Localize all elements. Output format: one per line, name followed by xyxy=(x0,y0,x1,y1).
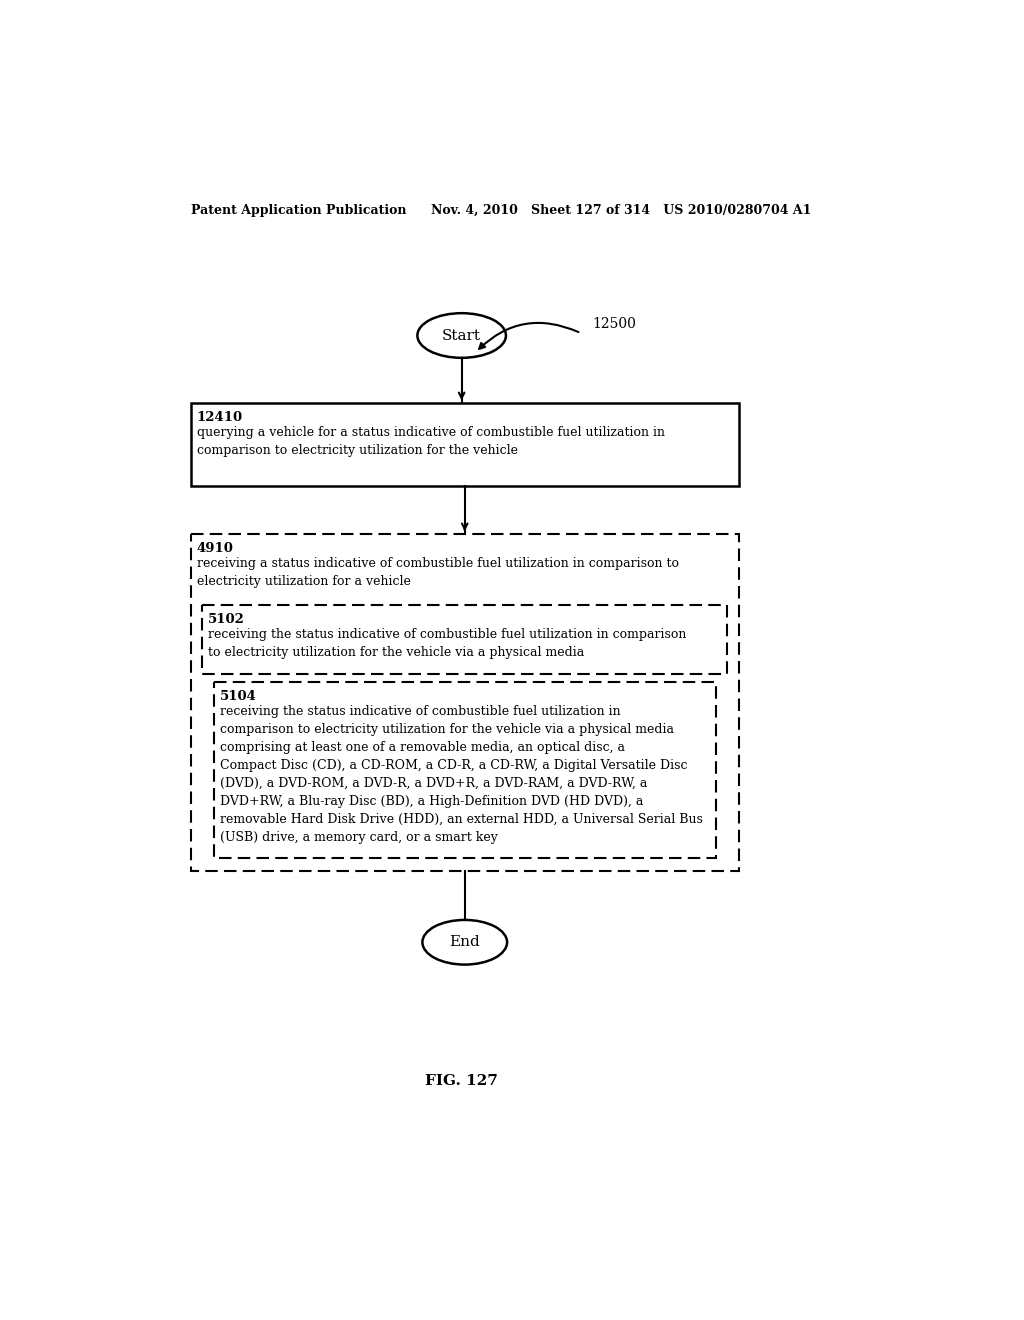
Text: 12500: 12500 xyxy=(593,317,637,331)
Bar xyxy=(202,605,727,675)
Text: receiving the status indicative of combustible fuel utilization in comparison
to: receiving the status indicative of combu… xyxy=(208,628,687,659)
Text: 12410: 12410 xyxy=(197,411,243,424)
Bar xyxy=(190,404,739,486)
Text: 4910: 4910 xyxy=(197,543,233,554)
Bar xyxy=(214,682,716,858)
Text: Nov. 4, 2010   Sheet 127 of 314   US 2010/0280704 A1: Nov. 4, 2010 Sheet 127 of 314 US 2010/02… xyxy=(431,205,811,218)
Text: FIG. 127: FIG. 127 xyxy=(425,1074,498,1088)
Text: receiving the status indicative of combustible fuel utilization in
comparison to: receiving the status indicative of combu… xyxy=(220,705,702,843)
Text: 5102: 5102 xyxy=(208,612,245,626)
Text: 5104: 5104 xyxy=(220,689,257,702)
Text: Start: Start xyxy=(442,329,481,342)
Text: receiving a status indicative of combustible fuel utilization in comparison to
e: receiving a status indicative of combust… xyxy=(197,557,679,589)
Bar xyxy=(190,535,739,871)
Text: Patent Application Publication: Patent Application Publication xyxy=(190,205,407,218)
Text: querying a vehicle for a status indicative of combustible fuel utilization in
co: querying a vehicle for a status indicati… xyxy=(197,426,665,457)
Text: End: End xyxy=(450,936,480,949)
